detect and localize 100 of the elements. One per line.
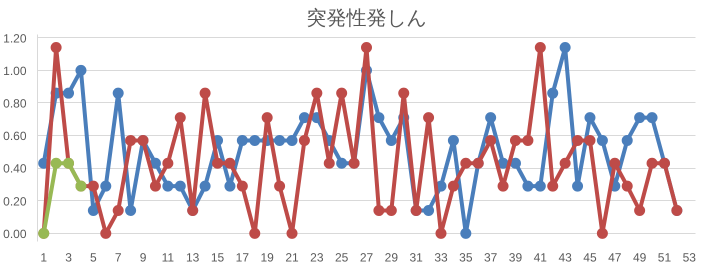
point xyxy=(485,112,496,124)
point xyxy=(485,134,496,146)
point xyxy=(150,158,161,169)
point xyxy=(336,88,348,99)
point xyxy=(298,134,310,146)
point xyxy=(435,228,446,239)
point xyxy=(584,134,596,146)
x-tick-label: 39 xyxy=(508,250,522,264)
point xyxy=(274,134,286,146)
point xyxy=(646,112,658,124)
point xyxy=(262,112,273,124)
point xyxy=(534,42,546,54)
point xyxy=(125,205,136,216)
x-tick-label: 7 xyxy=(114,250,122,264)
point xyxy=(423,205,434,216)
point xyxy=(50,42,62,54)
x-tick-label: 9 xyxy=(140,250,147,264)
point xyxy=(560,158,571,169)
point xyxy=(88,205,99,216)
point xyxy=(572,134,584,146)
point xyxy=(324,158,335,169)
point xyxy=(212,158,224,169)
x-tick-label: 29 xyxy=(384,250,398,264)
point xyxy=(63,88,74,99)
y-tick-label: 0.40 xyxy=(3,162,27,176)
point xyxy=(622,180,633,192)
x-tick-label: 15 xyxy=(210,250,225,264)
point xyxy=(423,112,434,124)
y-tick-label: 1.00 xyxy=(3,64,27,78)
point xyxy=(100,180,112,192)
point xyxy=(200,180,211,192)
x-tick-label: 43 xyxy=(558,250,572,264)
point xyxy=(547,180,558,192)
x-tick-label: 53 xyxy=(682,250,696,264)
point xyxy=(398,88,410,99)
x-tick-label: 35 xyxy=(459,250,473,264)
x-tick-label: 47 xyxy=(608,250,622,264)
point xyxy=(112,88,124,99)
chart-title: 突発性発しん xyxy=(306,8,426,30)
y-tick-label: 0.80 xyxy=(3,96,27,110)
point xyxy=(646,158,658,169)
point xyxy=(386,134,397,146)
point xyxy=(336,158,348,169)
x-tick-label: 21 xyxy=(285,250,300,264)
point xyxy=(584,112,596,124)
x-tick-label: 13 xyxy=(186,250,200,264)
point xyxy=(510,134,521,146)
point xyxy=(236,134,248,146)
point xyxy=(249,134,260,146)
point xyxy=(224,158,236,169)
point xyxy=(572,180,584,192)
y-tick-label: 0.20 xyxy=(3,194,27,208)
x-tick-label: 1 xyxy=(40,250,48,264)
x-tick-label: 37 xyxy=(484,250,498,264)
point xyxy=(150,180,161,192)
point xyxy=(622,134,633,146)
y-tick-label: 0.00 xyxy=(3,226,27,241)
point xyxy=(634,205,646,216)
point xyxy=(373,112,384,124)
point xyxy=(522,180,534,192)
point xyxy=(361,42,372,54)
x-tick-label: 41 xyxy=(534,250,548,264)
point xyxy=(547,88,558,99)
point xyxy=(510,158,521,169)
x-tick-label: 45 xyxy=(583,250,597,264)
point xyxy=(112,205,124,216)
point xyxy=(522,134,534,146)
point xyxy=(162,180,174,192)
point xyxy=(386,205,397,216)
point xyxy=(162,158,174,169)
y-tick-label: 1.20 xyxy=(3,31,27,46)
point xyxy=(311,88,322,99)
point xyxy=(596,228,608,239)
point xyxy=(634,112,646,124)
point xyxy=(286,134,298,146)
point xyxy=(298,112,310,124)
x-tick-label: 51 xyxy=(658,250,672,264)
point xyxy=(224,180,236,192)
point xyxy=(373,205,384,216)
x-tick-label: 25 xyxy=(334,250,349,264)
point xyxy=(534,180,546,192)
x-tick-label: 49 xyxy=(632,250,647,264)
x-tick-label: 3 xyxy=(65,250,72,264)
point xyxy=(88,180,99,192)
x-tick-label: 19 xyxy=(260,250,274,264)
point xyxy=(125,134,136,146)
point xyxy=(498,180,509,192)
x-tick-label: 33 xyxy=(434,250,448,264)
point xyxy=(286,228,298,239)
point xyxy=(236,180,248,192)
point xyxy=(75,64,86,76)
x-tick-label: 11 xyxy=(162,250,174,264)
point xyxy=(596,134,608,146)
y-tick-label: 0.60 xyxy=(3,129,27,144)
point xyxy=(560,42,571,54)
point xyxy=(174,180,186,192)
x-tick-label: 17 xyxy=(236,250,250,264)
point xyxy=(174,112,186,124)
point xyxy=(200,88,211,99)
x-tick-label: 5 xyxy=(90,250,98,264)
